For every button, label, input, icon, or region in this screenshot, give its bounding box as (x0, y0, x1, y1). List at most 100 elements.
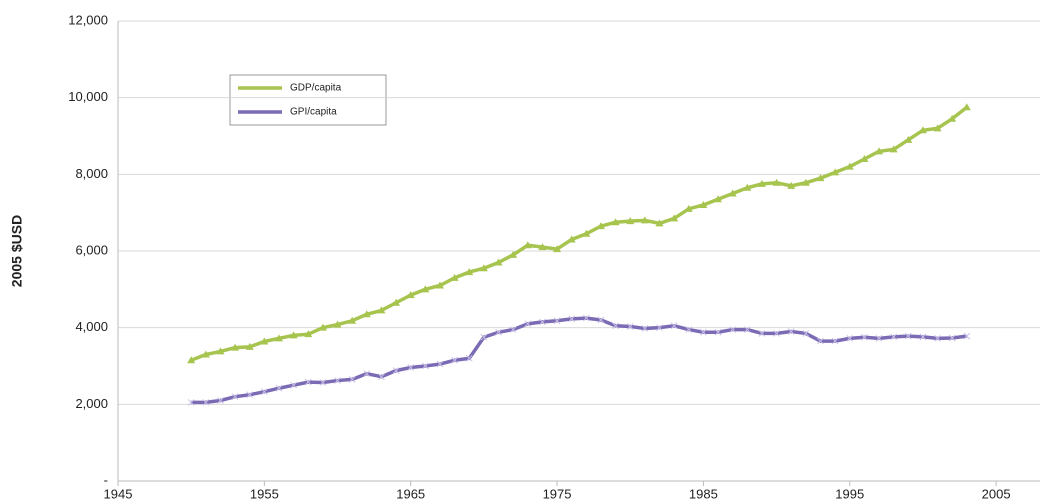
marker (392, 298, 401, 306)
marker (611, 218, 620, 226)
marker (817, 337, 824, 345)
marker (567, 235, 576, 243)
marker (963, 332, 971, 340)
series-line (191, 316, 968, 405)
marker (860, 155, 869, 162)
marker (421, 362, 429, 370)
marker (319, 379, 327, 386)
marker (757, 179, 766, 187)
marker (539, 318, 546, 326)
marker (845, 162, 854, 170)
marker (743, 326, 751, 333)
marker (582, 229, 591, 237)
marker (743, 183, 752, 191)
legend-label: GPI/capita (290, 107, 337, 118)
y-tick-label: 4,000 (75, 319, 108, 334)
x-tick-label: 1995 (835, 486, 864, 501)
marker (904, 332, 912, 340)
marker (640, 216, 649, 224)
marker (962, 103, 971, 111)
y-axis-label: 2005 $USD (9, 215, 25, 287)
marker (362, 310, 371, 318)
marker (773, 330, 780, 337)
marker (274, 334, 283, 342)
marker (861, 333, 868, 341)
marker (889, 145, 898, 153)
marker (187, 356, 196, 364)
marker (495, 328, 502, 336)
marker (670, 214, 679, 222)
series-line (190, 105, 968, 362)
marker (260, 337, 269, 345)
marker (523, 241, 532, 249)
marker (933, 124, 942, 132)
marker (728, 189, 737, 197)
marker (348, 316, 357, 324)
marker (377, 306, 386, 314)
marker (421, 285, 430, 293)
marker (655, 219, 664, 227)
marker (304, 378, 312, 386)
marker (363, 370, 371, 378)
marker (787, 328, 795, 335)
y-tick-label: 8,000 (75, 166, 108, 181)
marker (948, 334, 956, 342)
marker (875, 147, 884, 155)
marker (801, 178, 810, 186)
marker (202, 399, 210, 406)
y-tick-label: - (104, 472, 108, 487)
marker (479, 264, 488, 272)
marker (275, 384, 283, 392)
y-tick-label: 12,000 (68, 12, 108, 27)
marker (831, 168, 840, 176)
marker (918, 126, 927, 134)
marker (245, 342, 254, 350)
x-tick-label: 1945 (104, 486, 133, 501)
marker (334, 377, 341, 384)
marker (231, 343, 240, 351)
marker (758, 330, 766, 337)
marker (700, 328, 707, 336)
marker (626, 217, 635, 225)
marker (612, 322, 619, 330)
marker (246, 391, 254, 399)
marker (553, 317, 561, 325)
marker (714, 328, 722, 336)
marker (934, 335, 941, 342)
marker (450, 273, 459, 281)
marker (714, 195, 723, 203)
marker (729, 326, 737, 333)
y-tick-label: 6,000 (75, 242, 108, 257)
marker (875, 335, 883, 342)
marker (948, 114, 957, 122)
marker (596, 222, 605, 230)
marker (290, 381, 297, 389)
marker (304, 330, 313, 338)
marker (524, 320, 532, 328)
marker (201, 350, 210, 358)
y-tick-label: 2,000 (75, 396, 108, 411)
marker (289, 331, 298, 339)
marker (656, 324, 663, 332)
marker (904, 135, 913, 143)
marker (406, 291, 415, 299)
x-tick-label: 1965 (396, 486, 425, 501)
marker (684, 204, 693, 212)
marker (435, 281, 444, 289)
marker (685, 326, 693, 333)
x-tick-label: 1985 (689, 486, 718, 501)
marker (187, 399, 195, 406)
marker (318, 323, 327, 331)
marker (451, 356, 458, 364)
marker (378, 373, 385, 381)
marker (392, 367, 400, 374)
marker (494, 258, 503, 266)
marker (802, 330, 810, 337)
marker (597, 316, 605, 324)
marker (333, 320, 342, 328)
marker (890, 333, 898, 341)
marker (260, 388, 268, 396)
y-tick-label: 10,000 (68, 89, 108, 104)
marker (831, 337, 839, 345)
marker (465, 354, 473, 362)
